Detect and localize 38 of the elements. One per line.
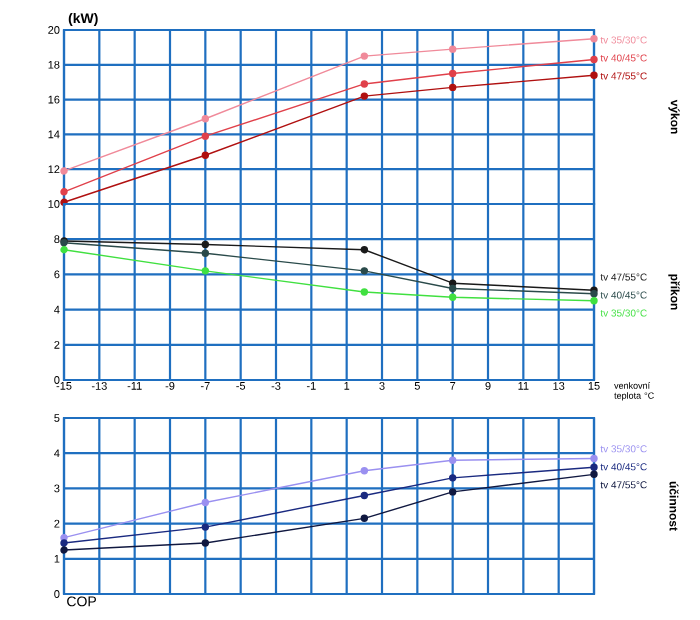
point <box>590 297 598 305</box>
point <box>201 267 210 275</box>
point <box>448 488 457 496</box>
point <box>448 45 457 53</box>
point <box>201 240 210 249</box>
point <box>360 514 369 523</box>
point <box>448 456 457 464</box>
point <box>590 470 598 479</box>
point <box>201 498 210 507</box>
point <box>60 246 68 254</box>
point <box>360 491 369 500</box>
point <box>360 92 369 100</box>
point <box>201 539 210 547</box>
point <box>590 34 598 43</box>
point <box>360 288 369 296</box>
point <box>448 293 457 301</box>
point <box>590 454 598 463</box>
point <box>360 467 369 475</box>
point <box>448 83 457 92</box>
point <box>360 52 369 60</box>
point <box>60 167 68 175</box>
point <box>448 284 457 293</box>
point <box>201 249 210 257</box>
point <box>201 132 210 140</box>
point <box>60 539 68 547</box>
point <box>360 80 369 88</box>
point <box>201 523 210 531</box>
point <box>60 188 68 196</box>
point <box>60 546 68 554</box>
point <box>201 151 210 159</box>
point <box>360 246 369 254</box>
point <box>360 267 369 275</box>
point <box>590 71 598 79</box>
point <box>590 463 598 471</box>
point <box>590 55 598 64</box>
point <box>201 115 210 123</box>
point <box>448 474 457 482</box>
point <box>448 69 457 78</box>
